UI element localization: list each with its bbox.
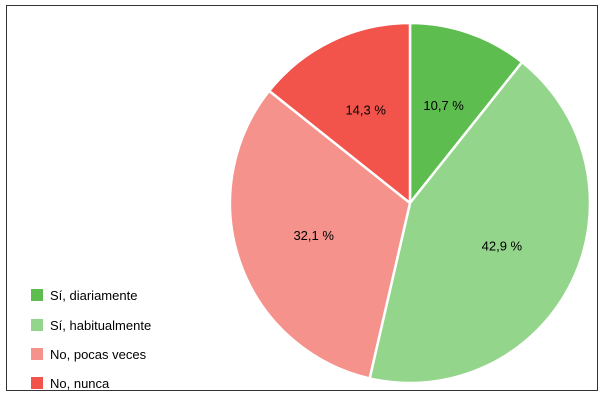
slice-label-si-diariamente: 10,7 % <box>423 98 464 113</box>
legend-swatch <box>31 348 43 360</box>
legend-item-si-habitualmente: Sí, habitualmente <box>31 316 151 334</box>
legend-label: Sí, diariamente <box>50 287 138 303</box>
legend-swatch <box>31 319 43 331</box>
legend-swatch <box>31 377 43 389</box>
pie-slice-no-pocas-veces <box>228 89 412 380</box>
legend-item-no-nunca: No, nunca <box>31 374 109 392</box>
pie-slice-si-diariamente <box>408 21 524 205</box>
legend-label: No, pocas veces <box>50 346 147 362</box>
pie-chart: 10,7 % 42,9 % 32,1 % 14,3 % <box>228 21 592 385</box>
legend-label: No, nunca <box>50 375 110 391</box>
pie-slice-no-nunca <box>267 21 412 205</box>
slice-label-no-nunca: 14,3 % <box>345 103 386 118</box>
legend-item-no-pocas-veces: No, pocas veces <box>31 345 146 363</box>
legend-item-si-diariamente: Sí, diariamente <box>31 286 137 304</box>
legend-swatch <box>31 289 43 301</box>
slice-label-no-pocas-veces: 32,1 % <box>293 228 334 243</box>
slice-label-si-habitualmente: 42,9 % <box>482 239 523 254</box>
chart-frame: 10,7 % 42,9 % 32,1 % 14,3 % Sí, diariamente… <box>6 5 598 391</box>
pie-slice-si-habitualmente <box>368 60 592 385</box>
legend-label: Sí, habitualmente <box>50 317 152 333</box>
